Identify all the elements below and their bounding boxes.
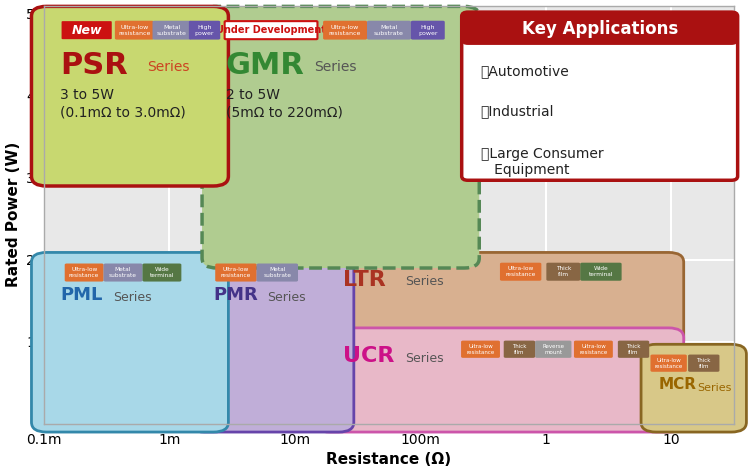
- X-axis label: Resistance (Ω): Resistance (Ω): [326, 453, 452, 467]
- Text: GMR: GMR: [226, 51, 304, 79]
- Text: (0.1mΩ to 3.0mΩ): (0.1mΩ to 3.0mΩ): [60, 105, 186, 120]
- FancyBboxPatch shape: [461, 341, 500, 358]
- Text: ・Automotive: ・Automotive: [481, 65, 569, 79]
- FancyBboxPatch shape: [535, 341, 572, 358]
- Text: Metal
substrate: Metal substrate: [374, 25, 404, 35]
- FancyBboxPatch shape: [62, 21, 112, 39]
- FancyBboxPatch shape: [32, 6, 229, 186]
- Text: PSR: PSR: [60, 51, 128, 79]
- FancyBboxPatch shape: [215, 263, 256, 281]
- FancyBboxPatch shape: [574, 341, 613, 358]
- Text: Thick
film: Thick film: [626, 344, 640, 355]
- Text: Under Development: Under Development: [216, 25, 326, 35]
- FancyBboxPatch shape: [104, 263, 142, 281]
- Text: 3 to 5W: 3 to 5W: [60, 88, 114, 102]
- FancyBboxPatch shape: [411, 21, 445, 40]
- FancyBboxPatch shape: [367, 21, 411, 40]
- Text: Series: Series: [405, 352, 444, 365]
- FancyBboxPatch shape: [256, 263, 298, 281]
- Text: ・Large Consumer
   Equipment: ・Large Consumer Equipment: [481, 147, 603, 177]
- Text: Ultra-low
resistance: Ultra-low resistance: [466, 344, 495, 355]
- Text: Metal
substrate: Metal substrate: [157, 25, 187, 35]
- FancyBboxPatch shape: [580, 263, 622, 281]
- FancyBboxPatch shape: [462, 12, 738, 45]
- Text: Thick
film: Thick film: [512, 344, 526, 355]
- Text: Series: Series: [698, 383, 732, 393]
- FancyBboxPatch shape: [64, 263, 104, 281]
- FancyBboxPatch shape: [462, 12, 738, 180]
- Text: Wide
terminal: Wide terminal: [150, 267, 174, 278]
- Text: (5mΩ to 220mΩ): (5mΩ to 220mΩ): [226, 105, 343, 120]
- FancyBboxPatch shape: [115, 21, 154, 40]
- Text: PML: PML: [60, 286, 103, 304]
- FancyBboxPatch shape: [641, 344, 746, 432]
- FancyBboxPatch shape: [32, 253, 229, 432]
- Text: Wide
terminal: Wide terminal: [589, 266, 613, 277]
- Text: Ultra-low
resistance: Ultra-low resistance: [579, 344, 608, 355]
- Text: New: New: [71, 24, 102, 37]
- Text: Metal
substrate: Metal substrate: [263, 267, 291, 278]
- FancyBboxPatch shape: [546, 263, 580, 281]
- Text: Series: Series: [267, 291, 306, 304]
- Text: Series: Series: [113, 291, 152, 304]
- FancyBboxPatch shape: [650, 355, 687, 372]
- FancyBboxPatch shape: [142, 263, 182, 281]
- FancyBboxPatch shape: [504, 341, 535, 358]
- Text: Reverse
mount: Reverse mount: [542, 344, 564, 355]
- Y-axis label: Rated Power (W): Rated Power (W): [5, 142, 20, 287]
- Text: Metal
substrate: Metal substrate: [109, 267, 137, 278]
- FancyBboxPatch shape: [323, 21, 367, 40]
- Text: UCR: UCR: [343, 346, 394, 366]
- FancyBboxPatch shape: [500, 263, 542, 281]
- Text: LTR: LTR: [343, 270, 386, 289]
- FancyBboxPatch shape: [688, 355, 719, 372]
- Text: Ultra-low
resistance: Ultra-low resistance: [506, 266, 536, 277]
- Text: Thick
film: Thick film: [697, 358, 711, 368]
- Text: Series: Series: [147, 60, 189, 74]
- FancyBboxPatch shape: [152, 21, 191, 40]
- Text: 2 to 5W: 2 to 5W: [226, 88, 280, 102]
- Text: Series: Series: [314, 60, 356, 74]
- Text: Ultra-low
resistance: Ultra-low resistance: [69, 267, 99, 278]
- FancyBboxPatch shape: [618, 341, 650, 358]
- Text: ・Industrial: ・Industrial: [481, 104, 554, 118]
- Text: MCR: MCR: [658, 377, 697, 392]
- Text: Ultra-low
resistance: Ultra-low resistance: [328, 25, 362, 35]
- FancyBboxPatch shape: [225, 21, 317, 39]
- Text: Ultra-low
resistance: Ultra-low resistance: [220, 267, 251, 278]
- Text: Series: Series: [405, 275, 444, 289]
- Text: PMR: PMR: [213, 286, 258, 304]
- FancyBboxPatch shape: [315, 328, 684, 432]
- FancyBboxPatch shape: [189, 21, 220, 40]
- FancyBboxPatch shape: [190, 253, 354, 432]
- Text: Ultra-low
resistance: Ultra-low resistance: [118, 25, 151, 35]
- Text: Key Applications: Key Applications: [521, 19, 678, 37]
- Text: High
power: High power: [195, 25, 214, 35]
- Text: Ultra-low
resistance: Ultra-low resistance: [655, 358, 682, 368]
- Text: Thick
film: Thick film: [556, 266, 571, 277]
- FancyBboxPatch shape: [202, 6, 479, 268]
- FancyBboxPatch shape: [315, 253, 684, 350]
- Text: High
power: High power: [418, 25, 437, 35]
